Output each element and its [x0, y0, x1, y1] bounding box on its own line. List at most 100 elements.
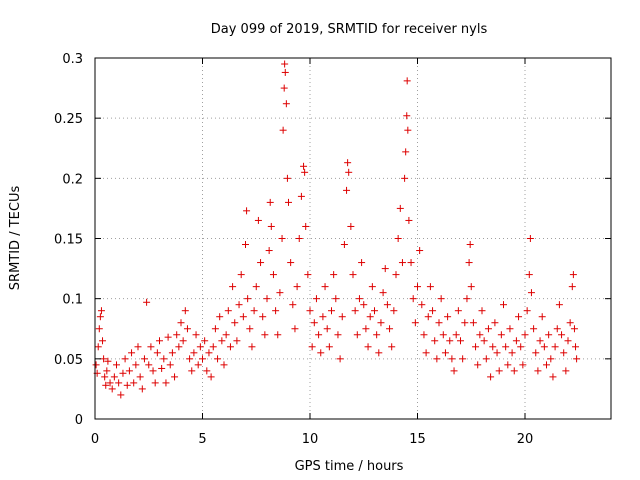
data-point	[229, 283, 237, 291]
data-point	[289, 301, 297, 309]
data-point	[323, 325, 331, 333]
y-tick-label: 0.15	[54, 233, 83, 248]
data-point	[461, 319, 469, 327]
data-point	[280, 84, 288, 92]
data-point	[515, 313, 523, 321]
y-tick-label: 0.05	[54, 353, 83, 368]
data-point	[540, 343, 548, 351]
data-point	[113, 361, 120, 369]
data-point	[317, 349, 325, 357]
data-point	[478, 307, 486, 315]
y-tick-label: 0.1	[62, 293, 83, 308]
data-point	[173, 331, 181, 339]
data-point	[162, 379, 170, 387]
data-point	[450, 367, 458, 375]
data-point	[244, 295, 252, 303]
data-point	[166, 361, 174, 369]
data-point	[484, 325, 492, 333]
data-point	[125, 367, 133, 375]
data-point	[431, 337, 439, 345]
data-point	[214, 355, 222, 363]
data-point	[433, 355, 441, 363]
y-tick-label: 0.3	[62, 52, 83, 67]
y-tick-label: 0.25	[54, 112, 83, 127]
data-point	[358, 259, 366, 267]
data-point	[243, 207, 251, 215]
y-tick-label: 0	[75, 413, 83, 428]
data-point	[396, 204, 404, 212]
data-point	[295, 235, 303, 242]
data-point	[293, 283, 301, 291]
data-point	[128, 349, 136, 357]
data-point	[104, 357, 112, 365]
data-point	[476, 331, 484, 339]
data-point	[145, 361, 153, 369]
data-point	[250, 307, 258, 315]
x-tick-label: 15	[409, 432, 426, 447]
data-point	[153, 349, 161, 357]
data-point	[429, 307, 437, 315]
data-point	[344, 159, 352, 167]
data-point	[224, 307, 232, 315]
data-point	[300, 162, 308, 170]
data-point	[218, 337, 226, 345]
data-point	[512, 337, 520, 345]
data-point	[343, 186, 351, 194]
data-point	[92, 361, 100, 369]
x-tick-label: 10	[302, 432, 319, 447]
data-point	[279, 126, 287, 134]
data-point	[151, 379, 159, 387]
data-point	[549, 373, 557, 381]
data-point	[351, 307, 359, 315]
data-point	[242, 241, 249, 249]
data-point	[330, 271, 338, 279]
data-point	[106, 379, 114, 387]
data-points	[92, 60, 581, 399]
data-point	[100, 355, 108, 363]
data-point	[257, 259, 265, 267]
data-point	[96, 313, 104, 321]
data-point	[463, 295, 471, 303]
data-point	[99, 337, 107, 345]
data-point	[564, 337, 572, 345]
data-point	[480, 337, 488, 345]
chart-title: Day 099 of 2019, SRMTID for receiver nyl…	[211, 22, 488, 37]
data-point	[398, 259, 406, 267]
data-point	[532, 349, 540, 357]
data-point	[164, 333, 172, 341]
data-point	[108, 385, 116, 393]
data-point	[570, 325, 578, 333]
data-point	[530, 325, 538, 333]
data-point	[205, 349, 213, 357]
data-point	[282, 100, 290, 108]
data-point	[426, 283, 434, 291]
data-point	[297, 192, 305, 200]
data-point	[263, 295, 271, 303]
data-point	[188, 367, 196, 375]
data-point	[405, 216, 413, 224]
data-point	[160, 355, 168, 363]
data-point	[394, 235, 402, 242]
data-point	[457, 337, 464, 345]
data-point	[448, 355, 456, 363]
data-point	[332, 295, 340, 303]
data-point	[306, 307, 314, 315]
tick-labels: 0 5 10 15 20 0 0.05 0.1 0.15 0.2 0.25 0.3	[54, 52, 533, 447]
data-point	[216, 313, 224, 321]
data-point	[422, 349, 430, 357]
data-point	[235, 301, 243, 309]
data-point	[414, 283, 421, 291]
data-point	[525, 271, 533, 279]
data-point	[521, 331, 529, 339]
data-point	[418, 301, 426, 309]
data-point	[183, 325, 191, 333]
data-point	[117, 391, 125, 399]
data-point	[319, 313, 327, 321]
data-point	[246, 325, 254, 333]
data-point	[349, 271, 357, 279]
data-point	[119, 369, 127, 377]
data-point	[517, 343, 525, 351]
data-point	[194, 361, 202, 369]
data-point	[186, 355, 194, 363]
data-point	[147, 343, 155, 351]
